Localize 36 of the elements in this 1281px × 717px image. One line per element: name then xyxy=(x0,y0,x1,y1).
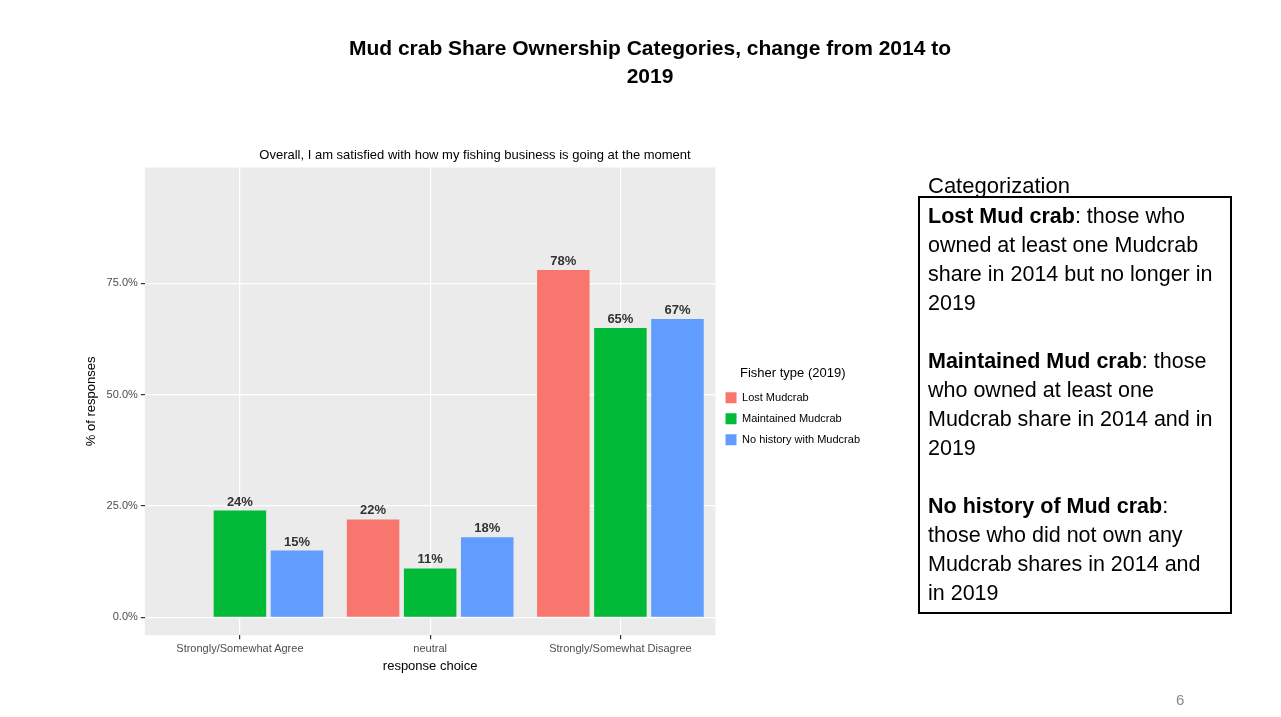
y-tick-label: 0.0% xyxy=(112,610,138,623)
y-tick-label: 25.0% xyxy=(106,499,138,512)
legend-label: Lost Mudcrab xyxy=(742,390,809,403)
bar xyxy=(270,550,324,617)
x-tick-label: Strongly/Somewhat Disagree xyxy=(549,641,692,654)
data-label: 65% xyxy=(607,311,634,326)
y-axis-title: % of responses xyxy=(83,356,99,447)
bar xyxy=(594,327,647,617)
legend-label: No history with Mudcrab xyxy=(742,432,861,445)
data-label: 67% xyxy=(664,302,691,318)
bar xyxy=(213,510,267,617)
chart-title: Mud crab Share Ownership Categories, change from 2014 to 2019 xyxy=(347,35,953,89)
bar xyxy=(651,319,704,617)
bar xyxy=(460,537,514,617)
data-label: 24% xyxy=(226,493,254,509)
bar xyxy=(537,270,590,617)
bar xyxy=(346,519,400,617)
data-label: 78% xyxy=(550,253,577,269)
text: Categorization xyxy=(928,173,1070,199)
chart-subtitle: Overall, I am satisfied with how my fishing business is going at the moment xyxy=(259,147,692,163)
x-tick-label: neutral xyxy=(413,641,447,654)
data-label: 18% xyxy=(474,520,501,536)
y-tick-label: 75.0% xyxy=(106,276,138,289)
data-label: 22% xyxy=(360,502,387,518)
text: Lost Mud crab: those who owned at least one Mudcrab share in 2014 but no longer in 2019 xyxy=(928,204,1213,315)
legend-label: Maintained Mudcrab xyxy=(742,411,842,424)
y-tick-label: 50.0% xyxy=(106,387,138,400)
text: Maintained Mud crab: those who owned at least one Mudcrab share in 2014 and in 2019 xyxy=(928,349,1213,460)
text: 6 xyxy=(1176,691,1185,708)
x-axis-title: response choice xyxy=(382,657,478,673)
bar xyxy=(403,568,457,617)
legend-title: Fisher type (2019) xyxy=(740,364,846,380)
data-label: 15% xyxy=(283,533,311,549)
text: No history of Mud crab: those who did not own any Mudcrab shares in 2014 and in 2019 xyxy=(928,494,1201,605)
x-tick-label: Strongly/Somewhat Agree xyxy=(176,641,304,654)
data-label: 11% xyxy=(417,551,444,567)
